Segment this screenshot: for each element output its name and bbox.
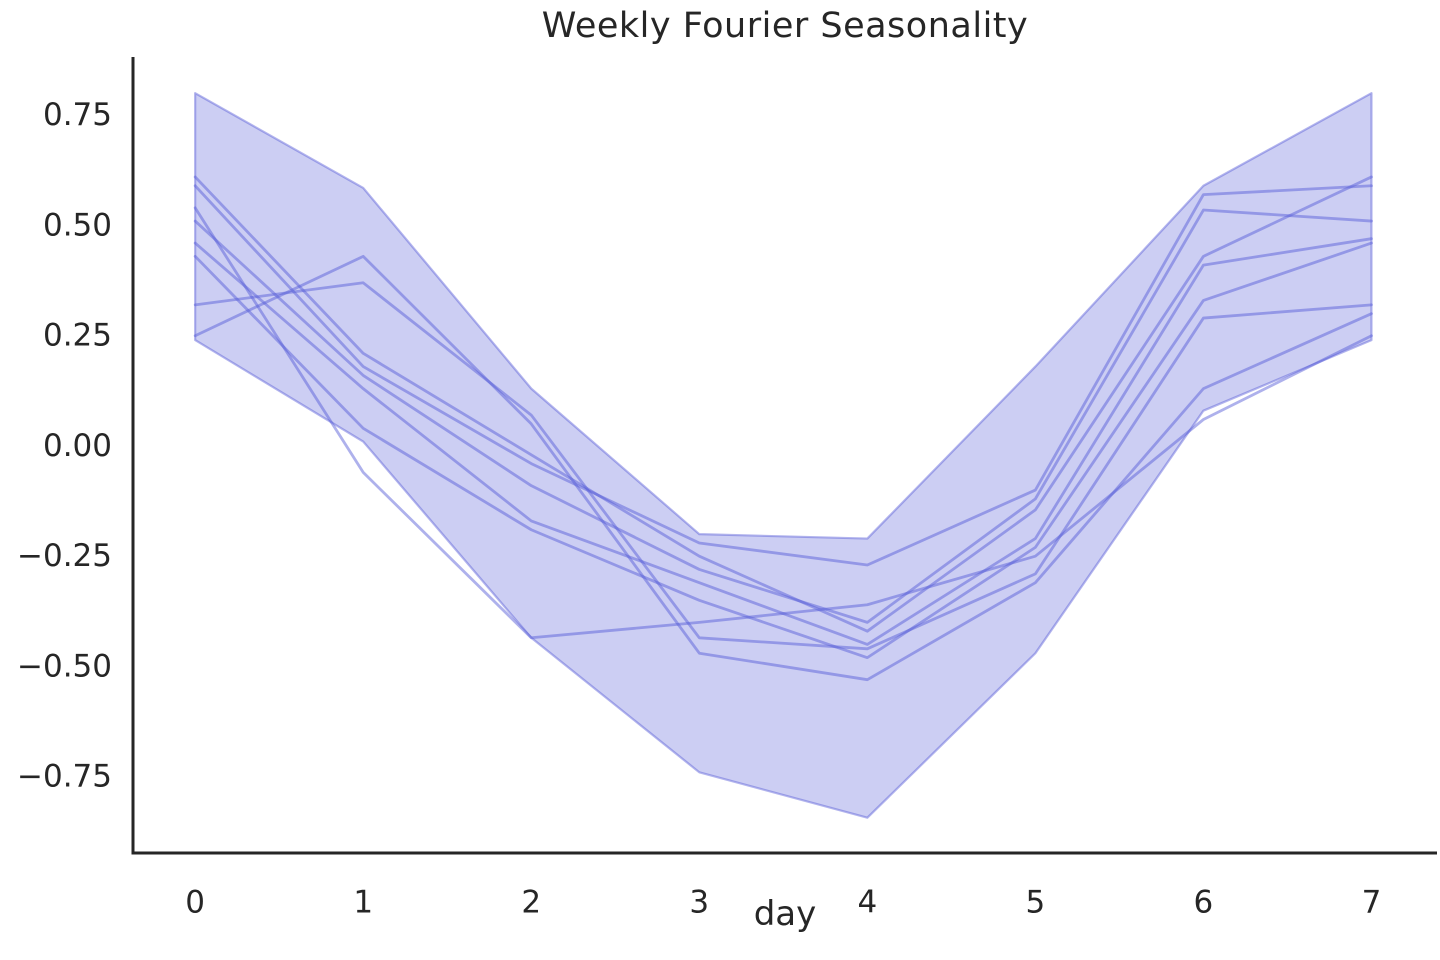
y-tick-label: −0.25 xyxy=(17,538,112,574)
x-tick-label: 5 xyxy=(1026,884,1046,920)
x-tick-label: 7 xyxy=(1362,884,1382,920)
sample-4-line xyxy=(193,208,1373,624)
sample-5-line xyxy=(193,237,1373,646)
sample-8-line xyxy=(193,254,1373,682)
sample-2-line xyxy=(193,184,1373,567)
sample-6-line xyxy=(193,241,1373,660)
x-tick-label: 6 xyxy=(1194,884,1214,920)
x-tick-label: 3 xyxy=(689,884,709,920)
sample-1-line xyxy=(193,175,1373,633)
x-tick-label: 2 xyxy=(521,884,541,920)
y-tick-label: −0.75 xyxy=(17,759,112,795)
x-axis-label: day xyxy=(753,894,817,934)
y-tick-label: 0.50 xyxy=(43,207,112,243)
chart-title: Weekly Fourier Seasonality xyxy=(541,6,1029,46)
sample-3-line xyxy=(193,206,1373,640)
x-tick-label: 4 xyxy=(857,884,877,920)
x-tick-label: 0 xyxy=(185,884,205,920)
y-tick-label: −0.50 xyxy=(17,648,112,684)
y-tick-label: 0.75 xyxy=(43,97,112,133)
uncertainty-band xyxy=(194,92,1373,819)
sample-7-line xyxy=(193,281,1373,651)
y-tick-label: 0.00 xyxy=(43,428,112,464)
y-tick-label: 0.25 xyxy=(43,318,112,354)
x-tick-label: 1 xyxy=(353,884,373,920)
